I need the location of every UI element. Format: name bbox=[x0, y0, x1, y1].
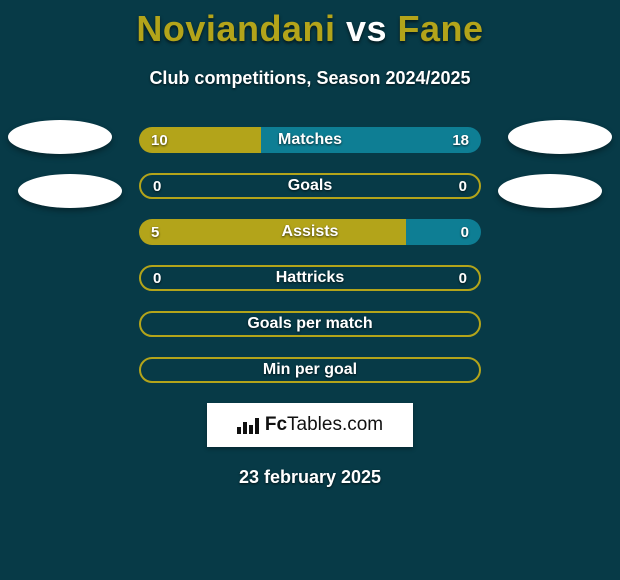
player2-name: Fane bbox=[398, 8, 484, 49]
stat-row: Assists50 bbox=[139, 219, 481, 245]
stat-label: Hattricks bbox=[141, 267, 479, 289]
brand-rest: Tables.com bbox=[287, 414, 383, 435]
bar-chart-icon bbox=[237, 416, 259, 434]
brand-strong: Fc bbox=[265, 414, 287, 435]
stat-row: Goals0 0 bbox=[139, 173, 481, 199]
stat-row: Min per goal bbox=[139, 357, 481, 383]
subtitle: Club competitions, Season 2024/2025 bbox=[0, 68, 620, 89]
comparison-infographic: Noviandani vs Fane Club competitions, Se… bbox=[0, 0, 620, 580]
stat-row: Matches1018 bbox=[139, 127, 481, 153]
bar-right bbox=[261, 127, 481, 153]
title: Noviandani vs Fane bbox=[0, 0, 620, 50]
stat-label: Goals bbox=[141, 175, 479, 197]
stat-value-left: 0 bbox=[153, 175, 161, 197]
stat-label: Goals per match bbox=[141, 313, 479, 335]
bar-left bbox=[139, 219, 406, 245]
player1-badge-shadow-b bbox=[18, 174, 122, 208]
stat-label: Min per goal bbox=[141, 359, 479, 381]
stat-value-right: 0 bbox=[459, 175, 467, 197]
brand-text: FcTables.com bbox=[265, 414, 383, 436]
brand-logo: FcTables.com bbox=[207, 403, 413, 447]
vs-text: vs bbox=[346, 8, 387, 49]
stat-rows: Matches1018Goals00Assists50Hattricks00Go… bbox=[0, 127, 620, 383]
player1-name: Noviandani bbox=[136, 8, 335, 49]
player2-badge-shadow-a bbox=[508, 120, 612, 154]
player1-badge-shadow-a bbox=[8, 120, 112, 154]
bar-left bbox=[139, 127, 261, 153]
date: 23 february 2025 bbox=[0, 467, 620, 488]
stat-row: Hattricks0 0 bbox=[139, 265, 481, 291]
bar-right bbox=[406, 219, 481, 245]
stat-value-right: 0 bbox=[459, 267, 467, 289]
stat-value-left: 0 bbox=[153, 267, 161, 289]
player2-badge-shadow-b bbox=[498, 174, 602, 208]
stat-row: Goals per match bbox=[139, 311, 481, 337]
